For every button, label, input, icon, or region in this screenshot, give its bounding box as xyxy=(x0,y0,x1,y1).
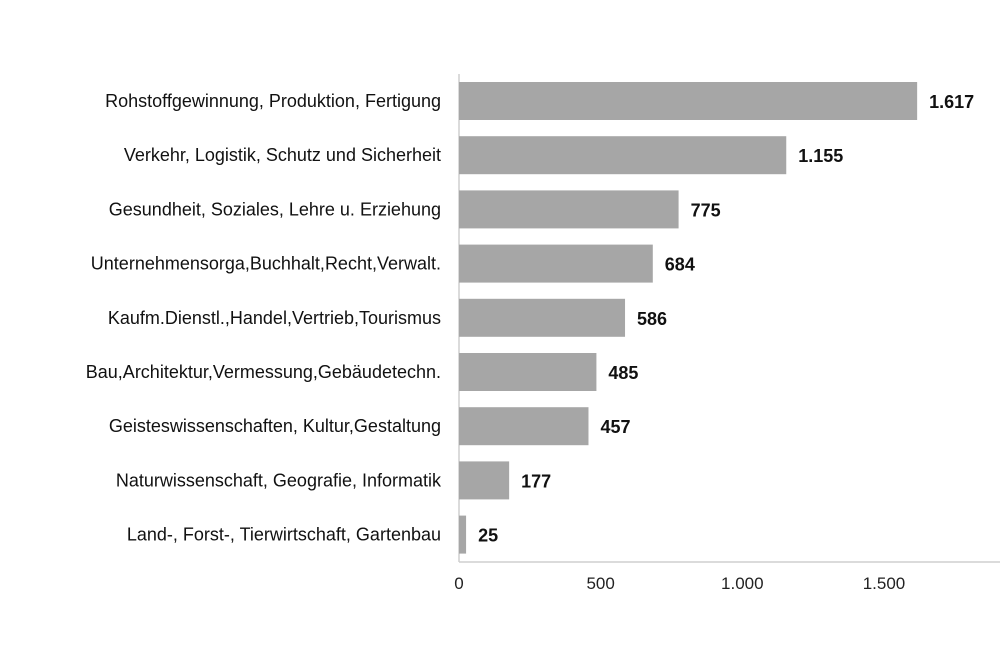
value-label: 684 xyxy=(665,255,695,275)
value-label: 775 xyxy=(691,200,721,220)
x-tick-label: 0 xyxy=(454,574,463,593)
value-label: 1.155 xyxy=(798,146,843,166)
bar xyxy=(459,298,626,337)
value-label: 25 xyxy=(478,526,498,546)
category-label: Bau,Architektur,Vermessung,Gebäudetechn. xyxy=(86,362,441,382)
category-label: Verkehr, Logistik, Schutz und Sicherheit xyxy=(124,145,441,165)
bar xyxy=(459,515,467,554)
category-label: Geisteswissenschaften, Kultur,Gestaltung xyxy=(109,416,441,436)
x-tick-label: 1.500 xyxy=(863,574,906,593)
category-label: Rohstoffgewinnung, Produktion, Fertigung xyxy=(105,91,441,111)
bar xyxy=(459,190,679,229)
value-label: 177 xyxy=(521,471,551,491)
bar xyxy=(459,353,597,391)
category-label: Kaufm.Dienstl.,Handel,Vertrieb,Tourismus xyxy=(108,308,441,328)
category-label: Naturwissenschaft, Geografie, Informatik xyxy=(116,470,442,490)
bar xyxy=(459,407,589,446)
category-label: Land-, Forst-, Tierwirtschaft, Gartenbau xyxy=(127,525,441,545)
value-label: 1.617 xyxy=(929,92,974,112)
bar xyxy=(459,136,787,175)
value-label: 457 xyxy=(600,417,630,437)
value-label: 586 xyxy=(637,309,667,329)
x-tick-label: 1.000 xyxy=(721,574,764,593)
category-label: Gesundheit, Soziales, Lehre u. Erziehung xyxy=(109,199,441,219)
bar xyxy=(459,82,918,120)
x-tick-label: 500 xyxy=(586,574,614,593)
category-label: Unternehmensorga,Buchhalt,Recht,Verwalt. xyxy=(91,254,441,274)
bar xyxy=(459,461,510,500)
value-label: 485 xyxy=(608,363,638,383)
bar xyxy=(459,244,653,283)
